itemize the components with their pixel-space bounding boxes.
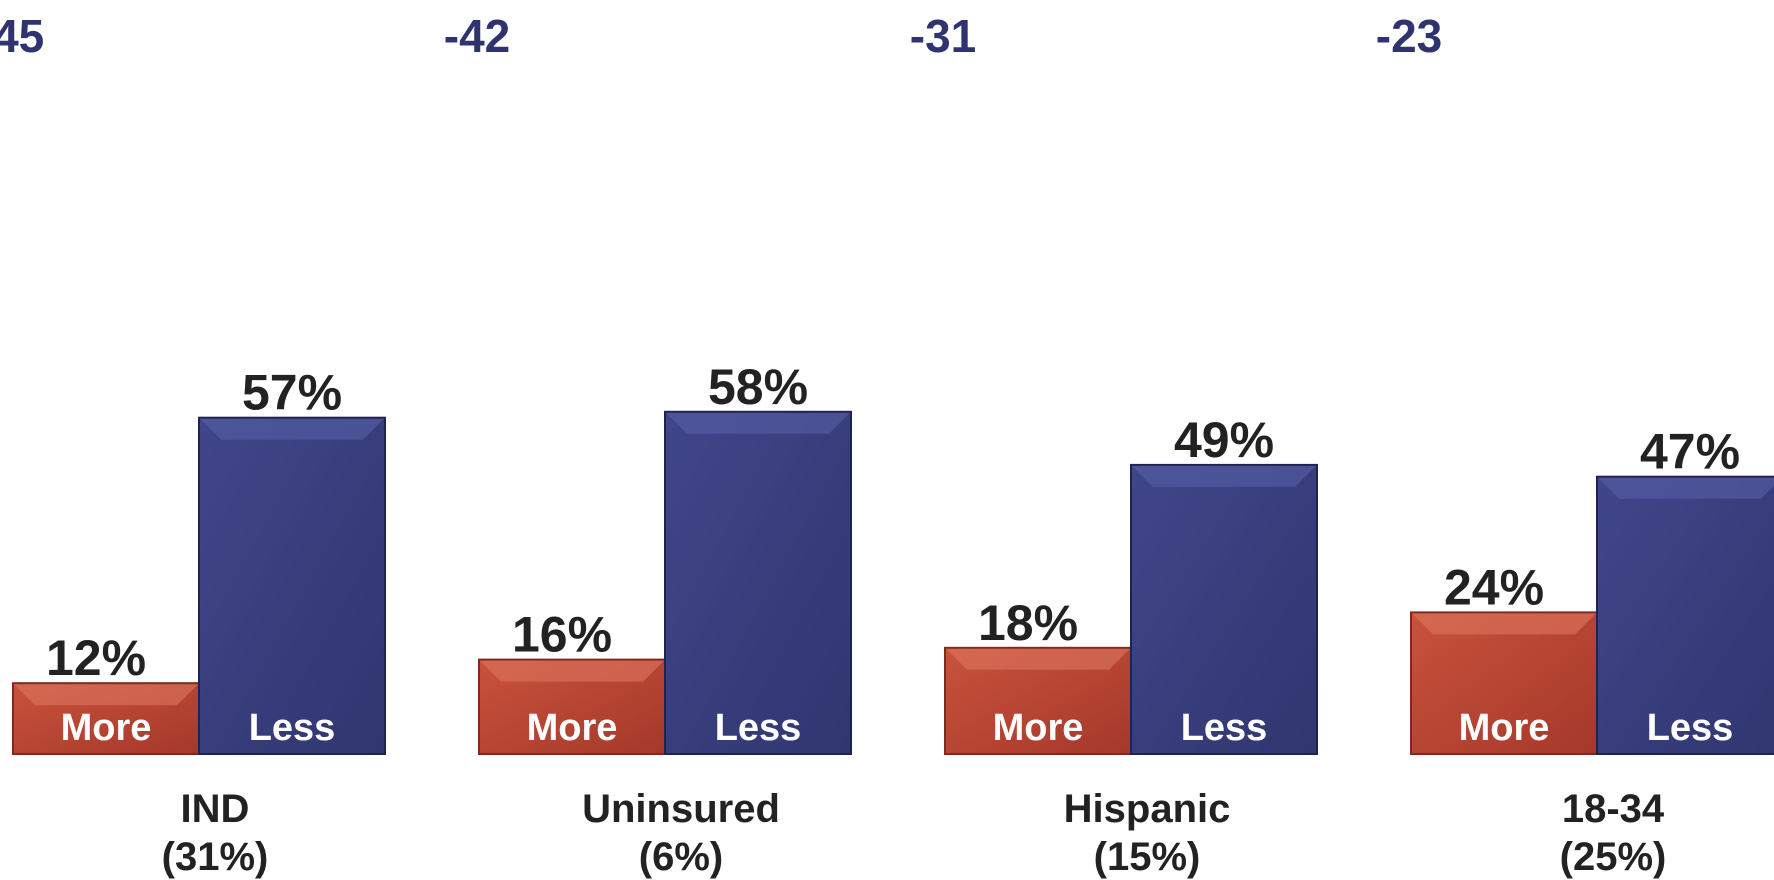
difference-label: -31	[910, 10, 976, 62]
less-bar	[1130, 463, 1318, 755]
series-label-in-bar: More	[993, 707, 1084, 749]
category-label: 18-34	[1562, 787, 1665, 831]
value-label: 57%	[242, 365, 342, 421]
more-bar-bevel	[1412, 613, 1596, 635]
less-bar-bevel	[1132, 465, 1316, 487]
less-bar-bevel	[666, 412, 850, 434]
less-bar	[198, 416, 386, 755]
series-label-in-bar: More	[527, 707, 618, 749]
less-bar	[664, 410, 852, 755]
value-label: 16%	[512, 607, 612, 663]
less-bar-bevel	[1598, 477, 1774, 499]
category-share-label: (15%)	[1094, 835, 1201, 879]
more-bar-bevel	[14, 684, 198, 706]
difference-label: -42	[444, 10, 510, 62]
difference-label: -45	[0, 10, 44, 62]
more-bar-bevel	[480, 660, 664, 682]
category-label: Uninsured	[582, 787, 780, 831]
series-label-in-bar: More	[61, 707, 152, 749]
series-label-in-bar: Less	[1647, 707, 1734, 749]
series-label-in-bar: Less	[715, 707, 802, 749]
more-bar	[1410, 611, 1598, 756]
less-bar-bevel	[200, 418, 384, 440]
more-bar-bevel	[946, 648, 1130, 670]
series-label-in-bar: Less	[1181, 707, 1268, 749]
value-label: 24%	[1444, 559, 1544, 615]
value-label: 12%	[46, 630, 146, 686]
difference-label: -23	[1376, 10, 1442, 62]
category-share-label: (6%)	[639, 835, 723, 879]
less-bar	[1596, 475, 1774, 755]
series-label-in-bar: More	[1459, 707, 1550, 749]
category-share-label: (31%)	[162, 835, 269, 879]
value-label: 49%	[1174, 412, 1274, 468]
category-label: IND	[181, 787, 250, 831]
category-label: Hispanic	[1064, 787, 1231, 831]
series-label-in-bar: Less	[249, 707, 336, 749]
category-share-label: (25%)	[1560, 835, 1667, 879]
value-label: 47%	[1640, 424, 1740, 480]
value-label: 18%	[978, 595, 1078, 651]
value-label: 58%	[708, 359, 808, 415]
